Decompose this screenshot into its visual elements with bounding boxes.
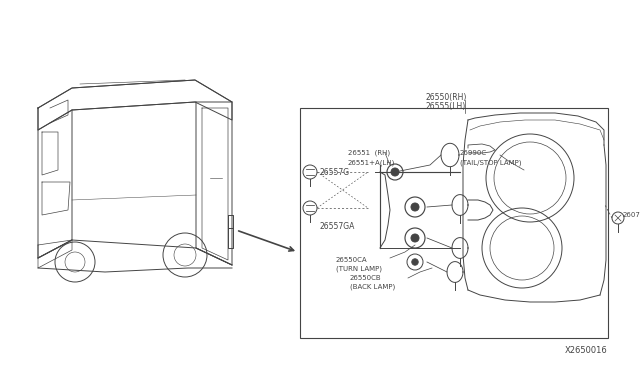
Text: 26551+A(LH): 26551+A(LH) xyxy=(348,159,396,166)
Text: 26557G: 26557G xyxy=(320,168,350,177)
Text: 26990C: 26990C xyxy=(460,150,487,156)
Text: 26551  (RH): 26551 (RH) xyxy=(348,150,390,157)
Circle shape xyxy=(412,259,418,265)
Text: (TURN LAMP): (TURN LAMP) xyxy=(336,266,382,273)
Text: (BACK LAMP): (BACK LAMP) xyxy=(350,284,396,291)
Circle shape xyxy=(391,168,399,176)
Text: 26555(LH): 26555(LH) xyxy=(425,102,465,111)
Text: X2650016: X2650016 xyxy=(565,346,608,355)
Text: 26075A: 26075A xyxy=(623,212,640,218)
Text: 26550CA: 26550CA xyxy=(336,257,367,263)
Circle shape xyxy=(411,234,419,242)
Text: 26550CB: 26550CB xyxy=(350,275,381,281)
Text: 26557GA: 26557GA xyxy=(320,222,355,231)
Text: 26550(RH): 26550(RH) xyxy=(425,93,467,102)
Bar xyxy=(300,108,608,338)
Circle shape xyxy=(411,203,419,211)
Text: (TAIL/STOP LAMP): (TAIL/STOP LAMP) xyxy=(460,159,522,166)
